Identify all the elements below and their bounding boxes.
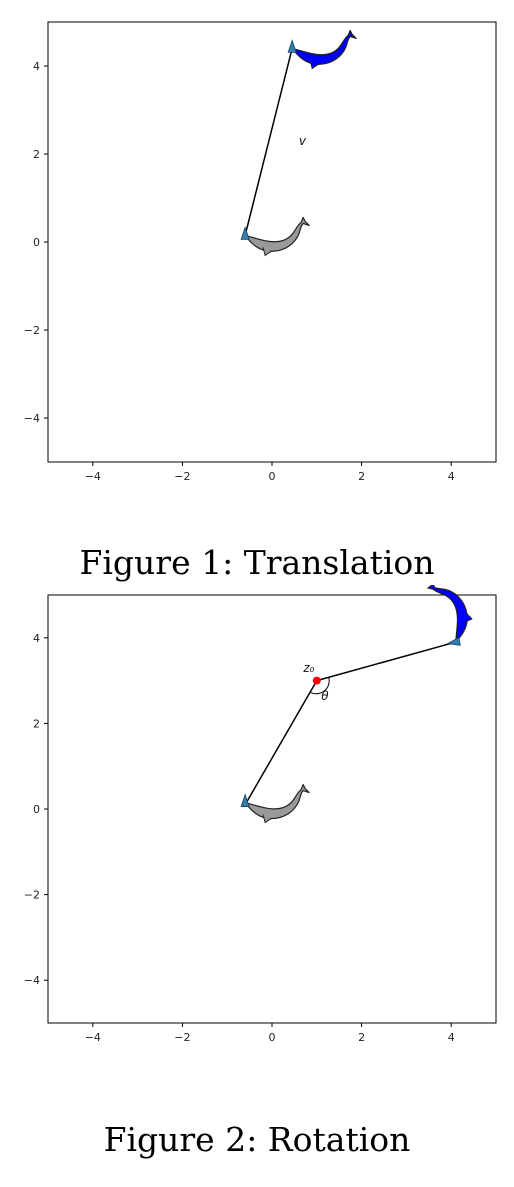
y-tick-label: 0 [33, 236, 40, 249]
y-tick-label: −2 [24, 324, 40, 337]
x-tick-label: −2 [174, 470, 190, 483]
vector-line [244, 48, 293, 236]
y-tick-label: −4 [24, 412, 40, 425]
original-dolphin-anchor-marker [240, 793, 250, 807]
figure-1-caption: Figure 1: Translation [79, 543, 435, 582]
translated-dolphin-anchor-marker [287, 39, 297, 53]
rotated-dolphin-anchor-marker [446, 636, 461, 646]
x-tick-label: −2 [174, 1031, 190, 1044]
original-dolphin-body [244, 216, 310, 252]
figure-2-caption: Figure 2: Rotation [103, 1120, 411, 1159]
x-tick-label: 4 [448, 470, 455, 483]
y-tick-label: 2 [33, 717, 40, 730]
figure-1: −4 −2 0 2 4 −4 −2 0 2 4 v [0, 0, 514, 520]
angle-label: θ [321, 689, 329, 703]
original-dolphin-fin [262, 247, 272, 257]
y-tick-label: −4 [24, 974, 40, 987]
translated-dolphin-fin [309, 60, 319, 70]
y-tick-label: 4 [33, 632, 40, 645]
rotated-dolphin [427, 585, 473, 646]
translated-dolphin-body [291, 29, 357, 66]
original-dolphin [240, 216, 310, 257]
x-tick-label: 0 [269, 1031, 276, 1044]
x-tick-label: 0 [269, 470, 276, 483]
original-dolphin-fin [262, 814, 272, 824]
translated-dolphin [287, 29, 357, 70]
figure-2-plot: −4 −2 0 2 4 −4 −2 0 2 4 θ z₀ [24, 585, 497, 1044]
point-z0 [312, 676, 321, 685]
figure-2: −4 −2 0 2 4 −4 −2 0 2 4 θ z₀ [0, 585, 514, 1075]
x-tick-label: −4 [85, 1031, 101, 1044]
x-tick-label: −4 [85, 470, 101, 483]
x-tick-label: 2 [358, 470, 365, 483]
figure-1-plot: −4 −2 0 2 4 −4 −2 0 2 4 v [24, 21, 497, 483]
y-tick-label: −2 [24, 889, 40, 902]
y-tick-label: 2 [33, 148, 40, 161]
vector-line [244, 680, 318, 806]
vector-label: v [299, 134, 307, 148]
original-dolphin-anchor-marker [240, 226, 250, 240]
angle-arc [310, 677, 330, 695]
y-tick-label: 0 [33, 803, 40, 816]
x-tick-label: 4 [448, 1031, 455, 1044]
x-tick-label: 2 [358, 1031, 365, 1044]
rotated-dolphin-fin [464, 613, 473, 623]
vector-line [316, 641, 456, 682]
y-tick-label: 4 [33, 60, 40, 73]
original-dolphin [240, 783, 310, 824]
point-label-z0: z₀ [302, 661, 314, 675]
original-dolphin-body [244, 783, 310, 820]
rotated-dolphin-body [427, 585, 468, 643]
